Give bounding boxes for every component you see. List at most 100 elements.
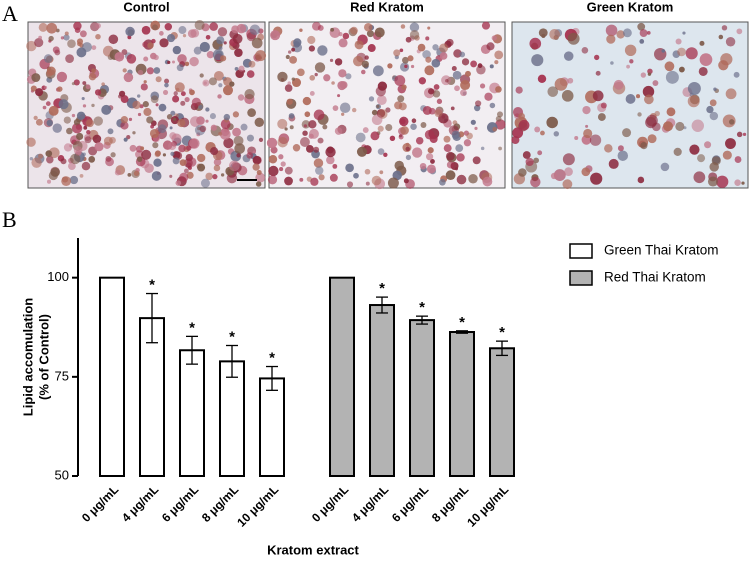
cell xyxy=(617,150,629,161)
cell xyxy=(101,104,112,115)
cell xyxy=(411,118,417,123)
cell xyxy=(236,153,241,158)
cell xyxy=(353,172,359,179)
cell xyxy=(640,72,647,78)
cell xyxy=(286,98,293,105)
cell xyxy=(151,171,162,181)
legend-swatch xyxy=(569,243,593,259)
cell xyxy=(175,87,180,92)
cell xyxy=(247,108,256,118)
cell xyxy=(234,143,246,154)
cell xyxy=(123,72,134,83)
cell xyxy=(83,125,88,130)
cell xyxy=(278,154,284,160)
cell xyxy=(67,39,76,48)
cell xyxy=(176,64,184,72)
cell xyxy=(439,43,449,53)
cell xyxy=(366,30,374,38)
cell xyxy=(175,180,182,186)
cell xyxy=(616,30,625,39)
cell xyxy=(232,127,241,137)
cell xyxy=(689,144,700,155)
cell xyxy=(220,173,225,177)
cell xyxy=(371,114,383,125)
cell xyxy=(375,86,386,97)
cell xyxy=(718,34,724,40)
cell xyxy=(288,50,292,54)
cell xyxy=(734,179,741,186)
cell xyxy=(108,34,119,45)
cell xyxy=(26,40,37,52)
cell xyxy=(110,152,116,158)
cell xyxy=(530,176,541,188)
cell xyxy=(223,113,231,121)
cell xyxy=(82,104,87,108)
micrograph xyxy=(266,21,506,190)
cell xyxy=(205,119,209,123)
bar xyxy=(179,349,205,477)
cell xyxy=(194,19,205,31)
cell xyxy=(400,126,409,135)
cell xyxy=(465,70,471,77)
bar xyxy=(449,331,475,478)
cell xyxy=(85,119,94,128)
cell xyxy=(454,85,460,92)
micrograph xyxy=(511,21,749,190)
cell xyxy=(415,136,424,145)
cell xyxy=(164,78,170,84)
cell xyxy=(362,127,369,133)
cell xyxy=(46,119,53,127)
cell xyxy=(210,124,217,131)
cell xyxy=(606,34,616,44)
cell xyxy=(329,58,334,63)
cell xyxy=(427,88,435,95)
cell xyxy=(142,101,149,108)
cell xyxy=(180,91,186,97)
cell xyxy=(171,60,175,64)
cell xyxy=(387,63,393,69)
cell xyxy=(484,92,493,101)
cell xyxy=(43,85,48,90)
cell xyxy=(728,119,735,125)
cell xyxy=(663,121,673,132)
cell xyxy=(79,173,84,178)
cell xyxy=(177,118,186,128)
cell xyxy=(313,109,325,121)
cell xyxy=(622,128,632,138)
cell xyxy=(370,131,380,141)
cell xyxy=(538,28,548,38)
cell xyxy=(189,89,195,96)
cell xyxy=(142,41,149,48)
cell xyxy=(144,163,154,174)
cell xyxy=(567,77,574,84)
cell xyxy=(205,34,211,40)
cell xyxy=(432,90,441,98)
cell xyxy=(529,37,542,50)
cell xyxy=(45,150,53,157)
cell xyxy=(392,170,402,181)
cell xyxy=(31,73,41,83)
cell xyxy=(404,64,408,69)
significance: * xyxy=(459,314,465,331)
cell xyxy=(121,49,128,55)
cell xyxy=(140,146,145,151)
cell xyxy=(498,146,502,151)
cell xyxy=(446,161,455,169)
cell xyxy=(48,35,54,42)
cell xyxy=(364,55,369,60)
cell xyxy=(397,95,405,103)
cell xyxy=(409,30,420,40)
cell xyxy=(197,163,206,172)
cell xyxy=(553,169,566,181)
cell xyxy=(371,175,382,186)
cell xyxy=(495,119,506,130)
cell xyxy=(567,32,580,45)
significance: * xyxy=(419,299,425,316)
cell xyxy=(439,52,448,60)
cell xyxy=(268,165,279,177)
cell xyxy=(405,36,412,43)
cell xyxy=(126,54,137,64)
cell xyxy=(371,109,378,116)
cell xyxy=(217,94,222,99)
